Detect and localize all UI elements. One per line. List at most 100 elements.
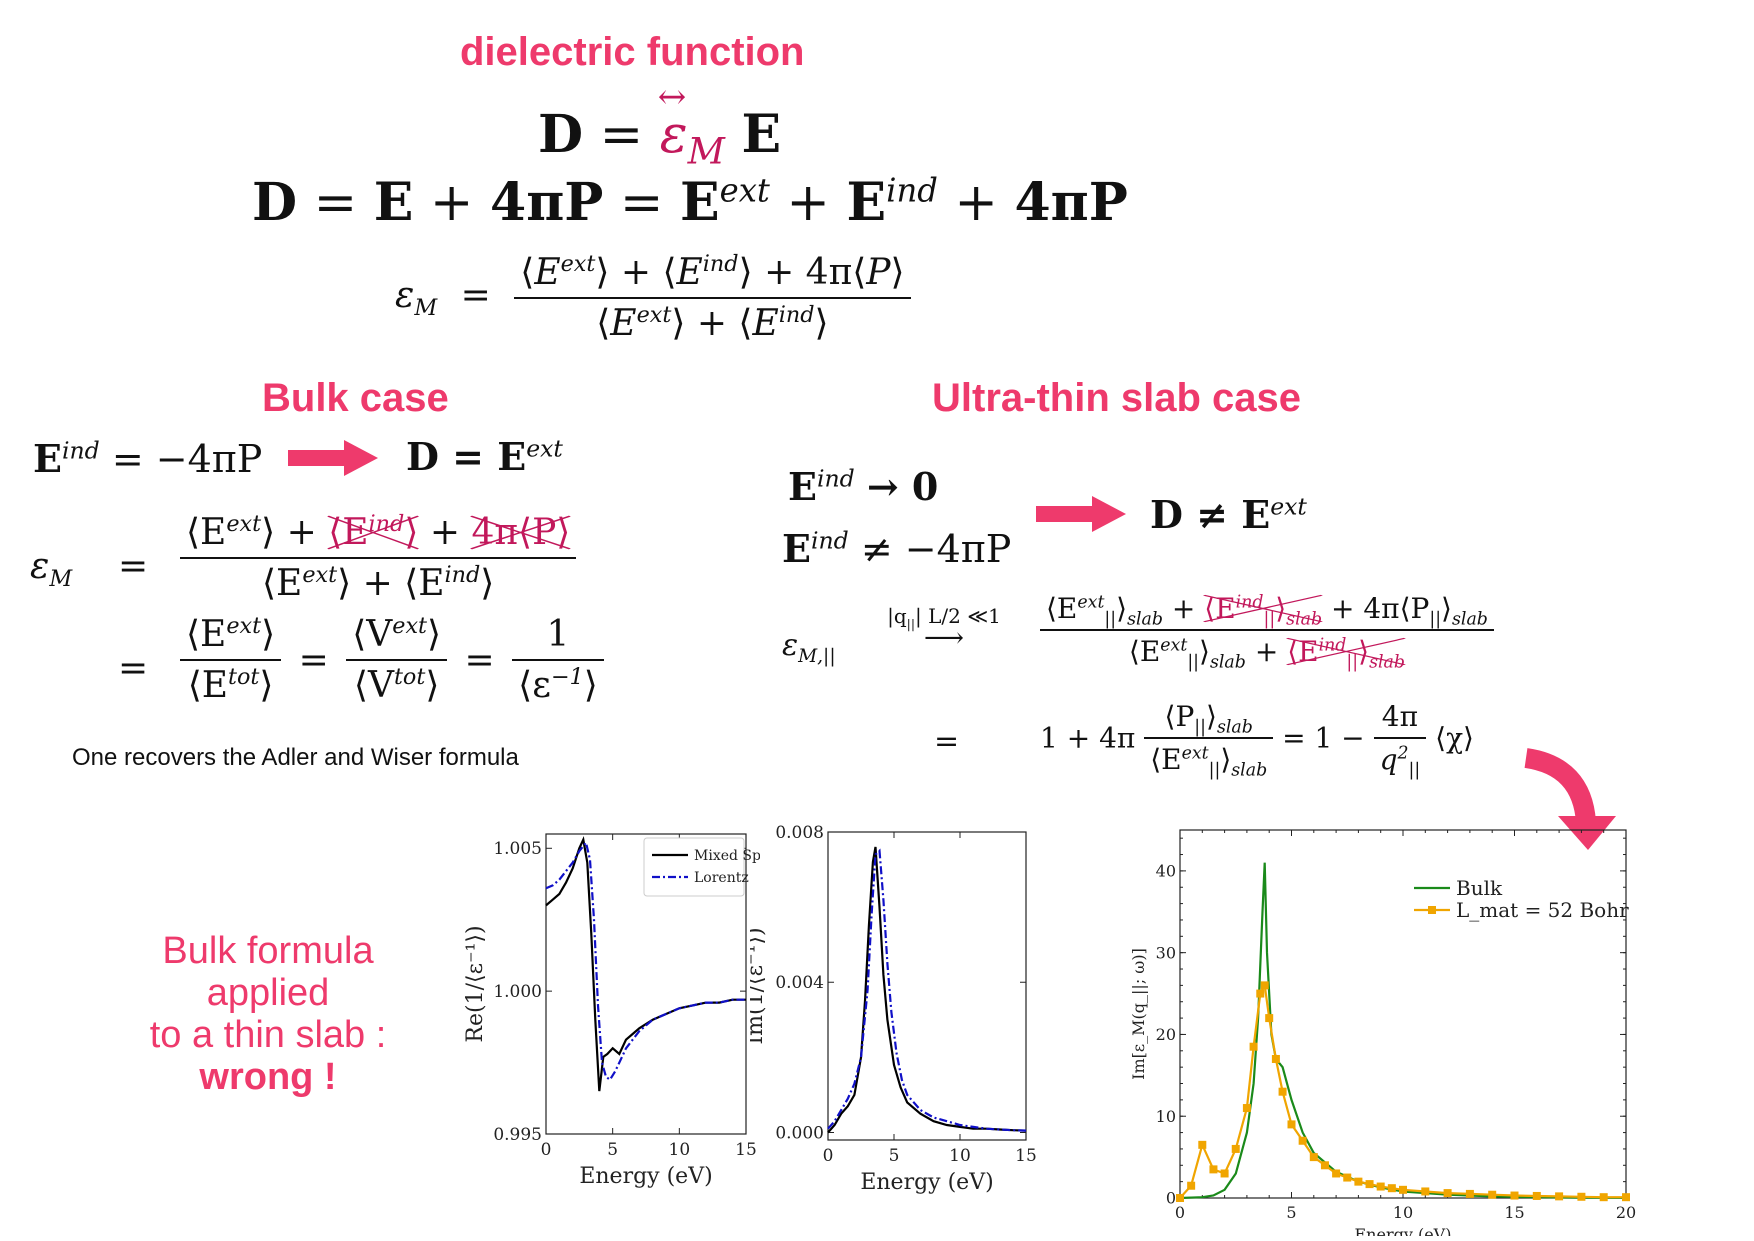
data-point [1176, 1194, 1184, 1202]
x-tick-label: 5 [1286, 1203, 1296, 1222]
x-tick-label: 0 [823, 1146, 834, 1166]
legend-box [643, 837, 745, 897]
y-tick-label: 40 [1156, 861, 1176, 880]
legend-label: Mixed Space [694, 848, 760, 864]
cancelled-e-ind-slab-num: ⟨Eind||⟩slab [1203, 592, 1324, 630]
plot-frame [545, 833, 747, 1135]
data-point [1532, 1191, 1541, 1200]
data-point [1320, 1161, 1329, 1170]
y-tick-label: 1.000 [493, 982, 542, 1002]
data-point [1260, 981, 1269, 990]
slab-eq2: = [934, 724, 960, 759]
legend-label: L_mat = 52 Bohr [1456, 898, 1629, 922]
series-line-0 [1179, 862, 1627, 1200]
data-point [1555, 1192, 1564, 1201]
x-axis-label: Energy (eV) [860, 1170, 993, 1195]
chart-im-inv-eps: 0 5 10 15 0.000 0.004 0.008 Energy (eV) Im(1/⟨ε⁻… [750, 823, 1037, 1195]
data-point [1599, 1193, 1608, 1202]
data-point [1343, 1173, 1352, 1182]
plot-frame [1179, 829, 1627, 1199]
slab-limit-arrow: |q||| L/2 ≪1 ⟶ [887, 604, 1001, 654]
bulk-eps-label: εM [30, 546, 73, 593]
slab-line-2: 1 + 4π ⟨P||⟩slab ⟨Eext||⟩slab = 1 − 4π q… [1040, 700, 1474, 781]
wrong-note: Bulk formula applied to a thin slab : wr… [98, 930, 438, 1098]
wrong-note-line2: to a thin slab : [149, 1014, 387, 1056]
series-line-1 [1179, 981, 1626, 1199]
y-axis-label: Im(1/⟨ε⁻¹⟩) [750, 927, 768, 1044]
data-point [1421, 1187, 1430, 1196]
data-point [1354, 1177, 1363, 1186]
bulk-fraction-chain: ⟨Eext⟩ ⟨Etot⟩ = ⟨Vext⟩ ⟨Vtot⟩ = 1 ⟨ε−1⟩ [180, 614, 604, 706]
data-point [1622, 1193, 1630, 1202]
data-point [1220, 1169, 1229, 1178]
data-point [1187, 1181, 1196, 1190]
slab-result: D ≠ Eext [1150, 492, 1307, 537]
eq1-rhs: E [741, 104, 782, 165]
bulk-fraction-1: ⟨Eext⟩ + ⟨Eind⟩ + 4π⟨P⟩ ⟨Eext⟩ + ⟨Eind⟩ [180, 511, 577, 604]
data-point [1249, 1042, 1258, 1051]
data-point [1198, 1140, 1207, 1149]
wrong-note-line3: wrong ! [199, 1056, 337, 1098]
bulk-relation: Eind = −4πP [33, 436, 263, 481]
data-point [1265, 1014, 1274, 1023]
data-point [1332, 1169, 1341, 1178]
bulk-case-title: Bulk case [262, 376, 449, 420]
x-tick-label: 5 [607, 1140, 618, 1160]
chart-im-eps-m: 0 5 10 15 20 0 10 20 30 40 Energy (eV) Im[ε_M(q_||;… [1130, 829, 1636, 1236]
data-point [1510, 1191, 1519, 1200]
series-line-1 [545, 840, 746, 1082]
x-tick-label: 0 [541, 1140, 552, 1160]
eq1-equals: = [599, 105, 644, 165]
x-tick-label: 0 [1175, 1203, 1185, 1222]
wrong-note-line1: Bulk formula applied [162, 930, 374, 1014]
eq1-eps: ε [659, 105, 688, 165]
tensor-arrow: ↔ [657, 77, 687, 117]
y-tick-label: 0.008 [775, 823, 824, 843]
data-point [1443, 1189, 1452, 1198]
eq3-denominator: ⟨Eext⟩ + ⟨Eind⟩ [596, 302, 829, 344]
y-axis-label: Im[ε_M(q_||; ω)] [1130, 948, 1148, 1080]
x-axis-label: Energy (eV) [579, 1164, 712, 1189]
data-point [1271, 1054, 1280, 1063]
y-tick-label: 30 [1156, 943, 1176, 962]
legend-marker [1428, 906, 1436, 914]
equation-d-eps-e: D = ↔ εM E [538, 77, 782, 169]
data-point [1465, 1189, 1474, 1198]
data-point [1376, 1182, 1385, 1191]
data-point [1577, 1192, 1586, 1201]
x-tick-label: 10 [949, 1146, 971, 1166]
page-title: dielectric function [460, 30, 805, 74]
data-point [1399, 1185, 1407, 1194]
data-point [1231, 1144, 1240, 1153]
data-point [1387, 1184, 1396, 1193]
data-point [1278, 1087, 1287, 1096]
x-axis-label: Energy (eV) [1355, 1225, 1452, 1236]
curved-arrow-icon [1524, 748, 1616, 850]
y-tick-label: 0 [1166, 1189, 1176, 1208]
data-point [1242, 1104, 1251, 1113]
equation-d-sum: D = E + 4πP = Eext + Eind + 4πP [252, 171, 1128, 233]
data-point [1256, 989, 1265, 998]
y-tick-label: 0.995 [493, 1125, 542, 1145]
chart-re-inv-eps: 0 5 10 15 0.995 1.000 1.005 Energy (eV) Re(1/⟨ε⁻… [463, 833, 760, 1189]
cancelled-e-ind: ⟨Eind⟩ [327, 511, 420, 553]
plot-frame [827, 831, 1027, 1141]
series-line-1 [827, 848, 1027, 1132]
slab-eps-label: εM,|| [782, 628, 836, 667]
bulk-eq2: = [118, 648, 149, 689]
x-tick-label: 10 [669, 1140, 691, 1160]
data-point [1298, 1136, 1307, 1145]
slab-case-title: Ultra-thin slab case [932, 376, 1302, 420]
y-axis-label: Re(1/⟨ε⁻¹⟩) [463, 925, 488, 1042]
x-tick-label: 15 [1504, 1203, 1524, 1222]
slab-arrow-icon [1036, 496, 1126, 532]
data-point [1287, 1120, 1296, 1129]
bulk-arrow-icon [288, 440, 378, 476]
y-tick-label: 1.005 [493, 839, 542, 859]
data-point [1365, 1180, 1374, 1189]
y-tick-label: 0.000 [775, 1123, 824, 1143]
x-tick-label: 15 [735, 1140, 757, 1160]
eq3-numerator: ⟨Eext⟩ + ⟨Eind⟩ + 4π⟨P⟩ [514, 252, 911, 299]
data-point [1209, 1165, 1218, 1174]
adler-wiser-note: One recovers the Adler and Wiser formula [72, 744, 519, 771]
